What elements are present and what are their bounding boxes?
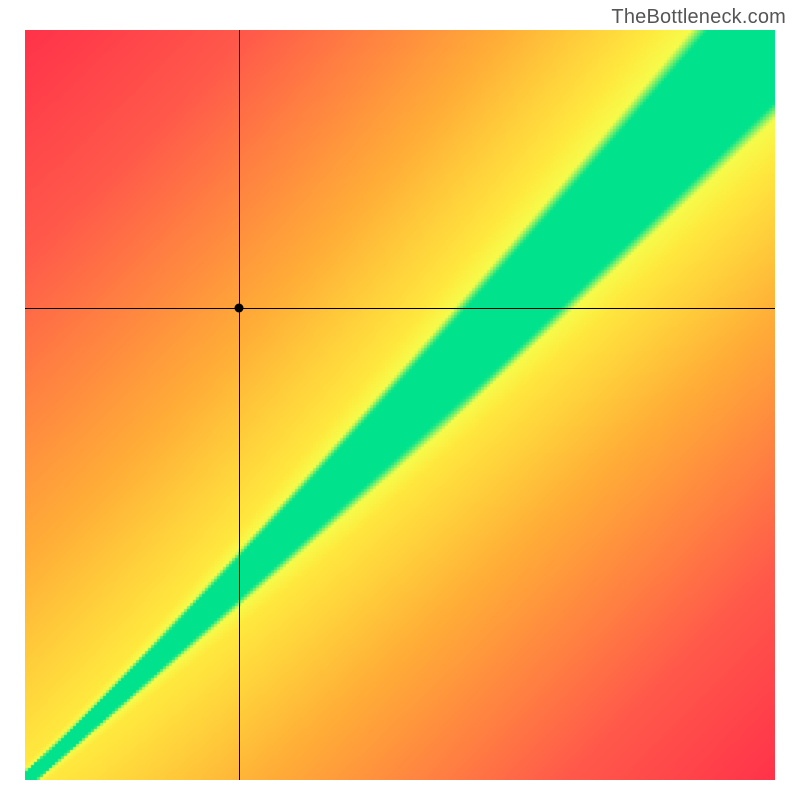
- heatmap-canvas: [25, 30, 775, 780]
- watermark-text: TheBottleneck.com: [611, 6, 786, 29]
- crosshair-dot: [234, 303, 243, 312]
- heatmap-plot: [25, 30, 775, 780]
- crosshair-horizontal: [25, 308, 775, 309]
- crosshair-vertical: [239, 30, 240, 780]
